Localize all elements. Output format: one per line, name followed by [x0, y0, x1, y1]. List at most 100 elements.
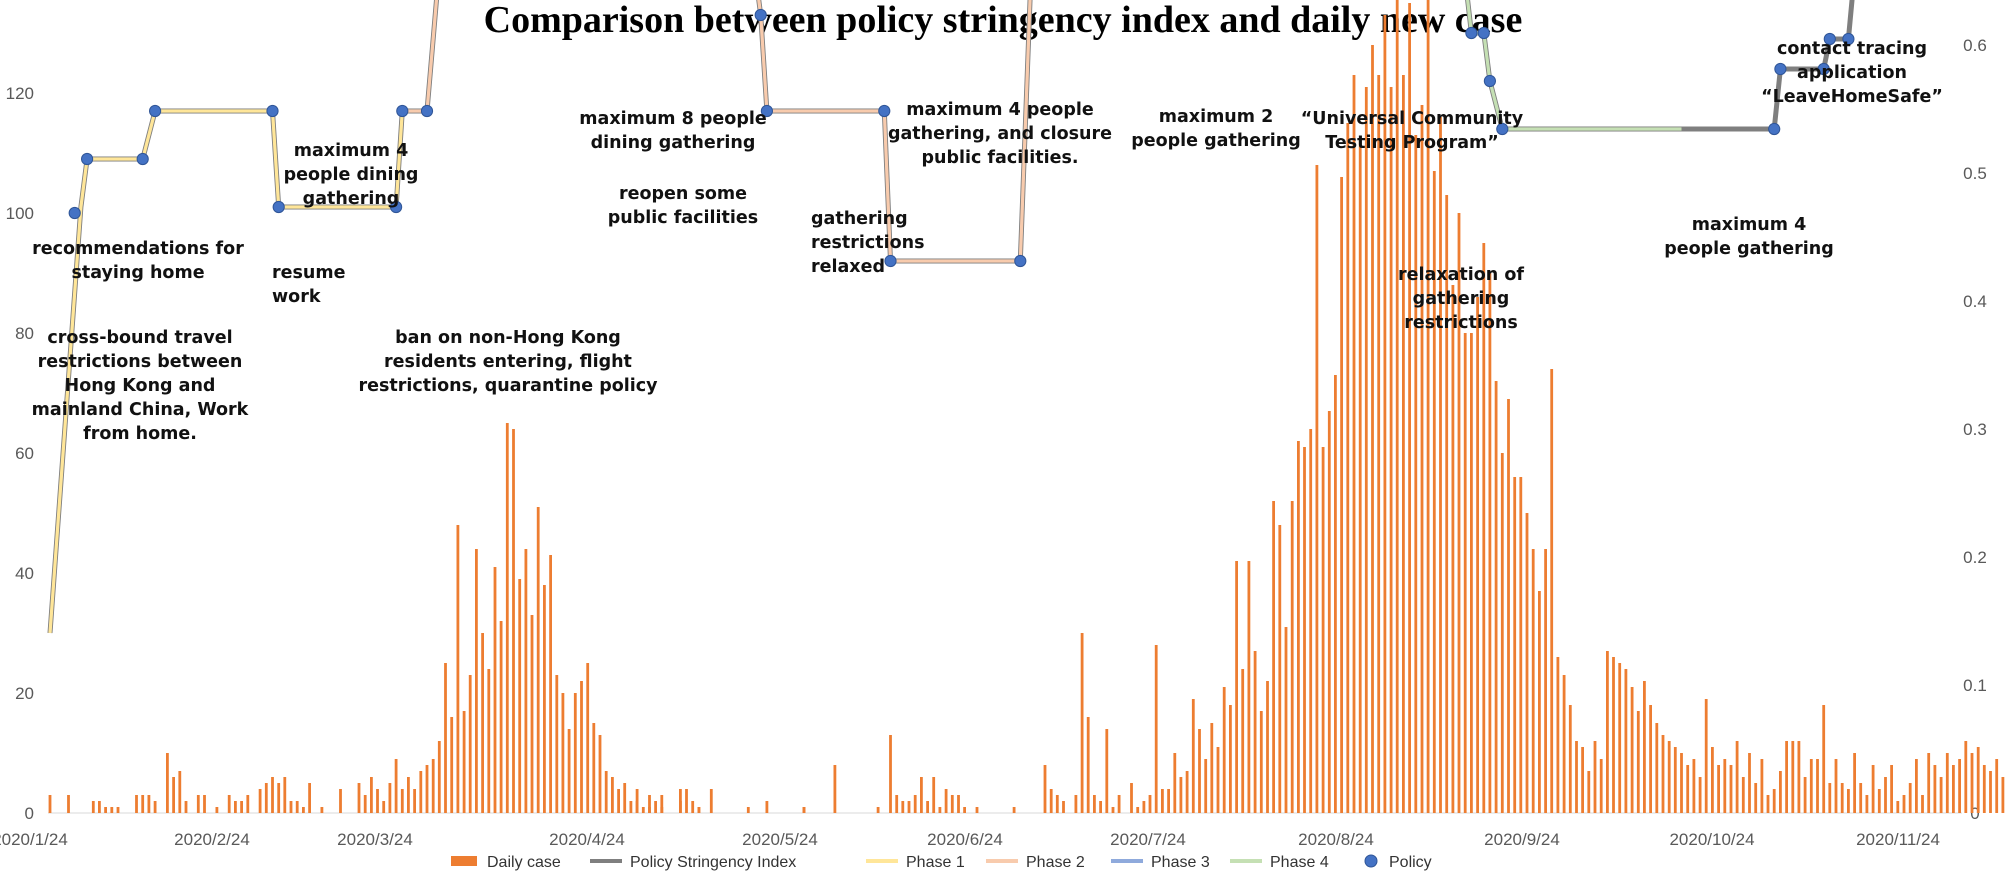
daily-case-bar: [1995, 759, 1999, 813]
daily-case-bar: [1711, 747, 1714, 813]
daily-case-bar: [1303, 447, 1306, 813]
daily-case-bar: [1494, 381, 1498, 813]
daily-case-bar: [549, 555, 552, 813]
daily-case-bar: [1439, 117, 1442, 813]
legend-item: Phase 2: [986, 854, 1085, 871]
daily-case-bar: [1117, 795, 1121, 813]
daily-case-bar: [685, 789, 688, 813]
daily-case-bar: [697, 807, 701, 813]
daily-case-bar: [1148, 795, 1152, 813]
daily-case-bar: [320, 807, 324, 813]
annotation-line: resume: [272, 263, 346, 283]
y-axis-left-ticks: 020406080100120140: [6, 84, 34, 823]
daily-case-bar: [1921, 795, 1924, 813]
annotation-resume-work: resume work: [272, 263, 346, 307]
annotation-line: gathering: [303, 189, 400, 209]
policy-marker: [1014, 254, 1027, 268]
daily-case-bar: [1043, 765, 1047, 813]
policy-markers: [68, 8, 1855, 268]
daily-case-bar: [1364, 87, 1368, 813]
daily-case-bar: [394, 759, 398, 813]
daily-case-bar: [1136, 807, 1140, 813]
annotation-line: people dining: [284, 165, 419, 185]
y-left-tick-label: 120: [6, 84, 34, 103]
daily-case-bar: [1210, 723, 1214, 813]
daily-case-bar: [1655, 723, 1659, 813]
daily-case-bar: [709, 789, 713, 813]
daily-case-bar: [802, 807, 806, 813]
daily-case-bar: [295, 801, 299, 813]
daily-case-bar: [648, 807, 651, 813]
daily-case-bar: [153, 801, 157, 813]
x-tick-label: 2020/9/24: [1484, 830, 1560, 849]
x-tick-label: 2020/4/24: [549, 830, 625, 849]
daily-case-bar: [567, 729, 571, 813]
daily-case-bar: [1142, 801, 1146, 813]
daily-case-bar: [975, 807, 979, 813]
daily-case-bar: [1222, 687, 1226, 813]
daily-case-bar: [1680, 753, 1683, 813]
daily-case-bar: [1247, 561, 1251, 813]
daily-case-bar: [1945, 753, 1949, 813]
daily-case-bar: [1167, 789, 1170, 813]
daily-case-bar: [147, 795, 151, 813]
y-right-tick-label: 0.1: [1963, 676, 1987, 695]
daily-case-bar: [1723, 759, 1727, 813]
annotation-line: dining gathering: [591, 133, 756, 153]
daily-case-bar: [895, 795, 899, 813]
y-right-tick-label: 0.3: [1963, 420, 1987, 439]
daily-case-bar: [1877, 789, 1881, 813]
daily-case-bar: [1340, 177, 1343, 813]
legend-label: Phase 2: [1026, 854, 1085, 871]
annotation-line: restrictions, quarantine policy: [358, 376, 658, 396]
daily-case-bar: [1315, 165, 1319, 813]
stringency-lines: [47, 0, 1855, 634]
annotation-gathering-2: maximum 2 people gathering: [1131, 107, 1301, 151]
daily-case-bar: [363, 795, 367, 813]
daily-case-bar: [110, 807, 114, 813]
daily-case-bar: [1698, 777, 1702, 813]
daily-case-bar: [2001, 777, 2005, 813]
daily-case-bar: [889, 735, 892, 813]
daily-case-bar: [1402, 75, 1405, 813]
daily-case-bar: [1871, 765, 1875, 813]
daily-case-bar: [1451, 285, 1455, 813]
daily-case-bar: [1809, 759, 1813, 813]
policy-marker: [760, 104, 774, 118]
daily-case-bar: [407, 777, 410, 813]
y-left-tick-label: 60: [15, 444, 34, 463]
daily-case-bar: [1476, 297, 1479, 813]
daily-case-bar: [264, 783, 268, 813]
daily-case-bar: [1785, 741, 1788, 813]
annotation-dining-4: maximum 4 people dining gathering: [284, 141, 419, 209]
daily-case-bar: [1704, 699, 1708, 813]
daily-case-bar: [1828, 783, 1832, 813]
x-tick-label: 2020/11/24: [1856, 830, 1940, 849]
daily-case-bar: [271, 777, 274, 813]
daily-case-bar: [604, 771, 608, 813]
daily-case-bar: [1321, 447, 1325, 813]
daily-case-bar: [555, 675, 559, 813]
daily-case-bar: [203, 795, 206, 813]
daily-case-bar: [450, 717, 454, 813]
daily-case-bar: [1581, 747, 1584, 813]
y-left-tick-label: 40: [15, 564, 34, 583]
annotation-line: relaxed: [811, 257, 885, 277]
daily-case-bar: [1760, 759, 1764, 813]
policy-marker: [1483, 74, 1497, 88]
x-tick-label: 2020/3/24: [337, 830, 413, 849]
daily-case-bar: [1352, 75, 1356, 813]
daily-case-bar: [1111, 807, 1115, 813]
daily-case-bar: [963, 807, 966, 813]
daily-case-bar: [1204, 759, 1208, 813]
policy-marker: [884, 254, 897, 268]
daily-case-bar: [1383, 15, 1387, 813]
policy-marker: [1823, 32, 1836, 46]
legend-item: Phase 3: [1111, 854, 1210, 871]
daily-case-bar: [1241, 669, 1245, 813]
daily-case-bar: [91, 801, 95, 813]
daily-case-bar: [1482, 243, 1486, 813]
daily-case-bar: [518, 579, 522, 813]
daily-case-bar: [746, 807, 750, 813]
daily-case-bar: [98, 801, 101, 813]
